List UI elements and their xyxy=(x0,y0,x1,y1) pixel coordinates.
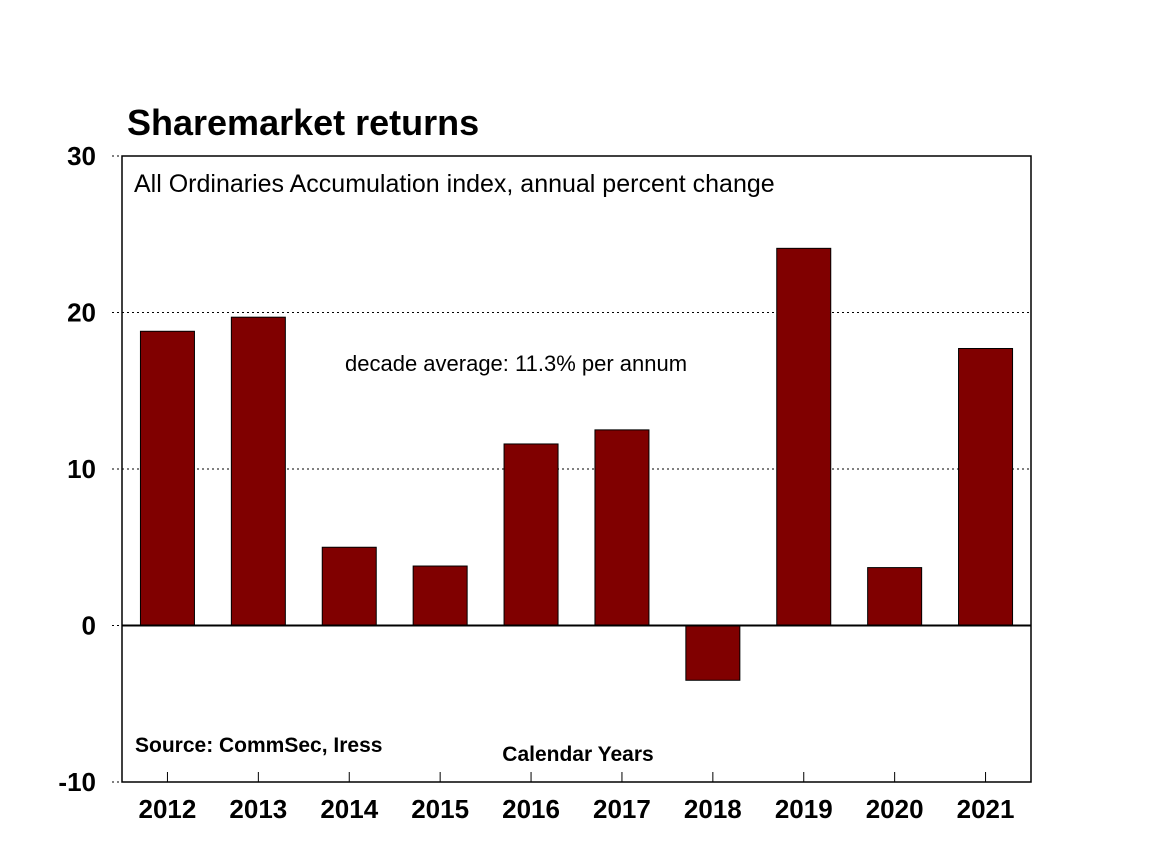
y-tick-label: 10 xyxy=(67,454,96,484)
bar-2014 xyxy=(321,546,377,626)
y-tick-label: -10 xyxy=(58,767,96,797)
x-tick-label-2021: 2021 xyxy=(957,794,1015,824)
y-tick-label: 0 xyxy=(82,611,96,641)
x-tick-label-2020: 2020 xyxy=(866,794,924,824)
bar-2012 xyxy=(139,330,195,626)
bar-2013 xyxy=(230,316,286,626)
x-tick-label-2015: 2015 xyxy=(411,794,469,824)
bar-2016 xyxy=(503,443,559,626)
x-tick-label-2018: 2018 xyxy=(684,794,742,824)
chart-subtitle: All Ordinaries Accumulation index, annua… xyxy=(134,170,775,198)
y-axis: -10 0 10 20 30 xyxy=(58,141,122,797)
bar-2017 xyxy=(594,429,650,626)
chart-title: Sharemarket returns xyxy=(127,102,479,143)
y-tick-label: 20 xyxy=(67,298,96,328)
bar-2018 xyxy=(685,625,741,681)
source-note: Source: CommSec, Iress xyxy=(135,734,382,757)
x-axis: 2012 2013 2014 2015 2016 2017 2018 2019 2020 2021 xyxy=(139,772,1015,824)
bar-series xyxy=(139,247,1014,681)
x-tick-label-2014: 2014 xyxy=(320,794,378,824)
x-tick-label-2013: 2013 xyxy=(229,794,287,824)
x-tick-label-2012: 2012 xyxy=(139,794,197,824)
x-axis-label: Calendar Years xyxy=(502,743,653,766)
y-tick-label: 30 xyxy=(67,141,96,171)
bar-2019 xyxy=(776,247,832,627)
x-tick-label-2016: 2016 xyxy=(502,794,560,824)
x-tick-label-2019: 2019 xyxy=(775,794,833,824)
bar-2020 xyxy=(867,567,923,626)
decade-average-annotation: decade average: 11.3% per annum xyxy=(345,351,687,376)
x-tick-label-2017: 2017 xyxy=(593,794,651,824)
bar-2021 xyxy=(958,347,1014,626)
bar-2015 xyxy=(412,565,468,627)
